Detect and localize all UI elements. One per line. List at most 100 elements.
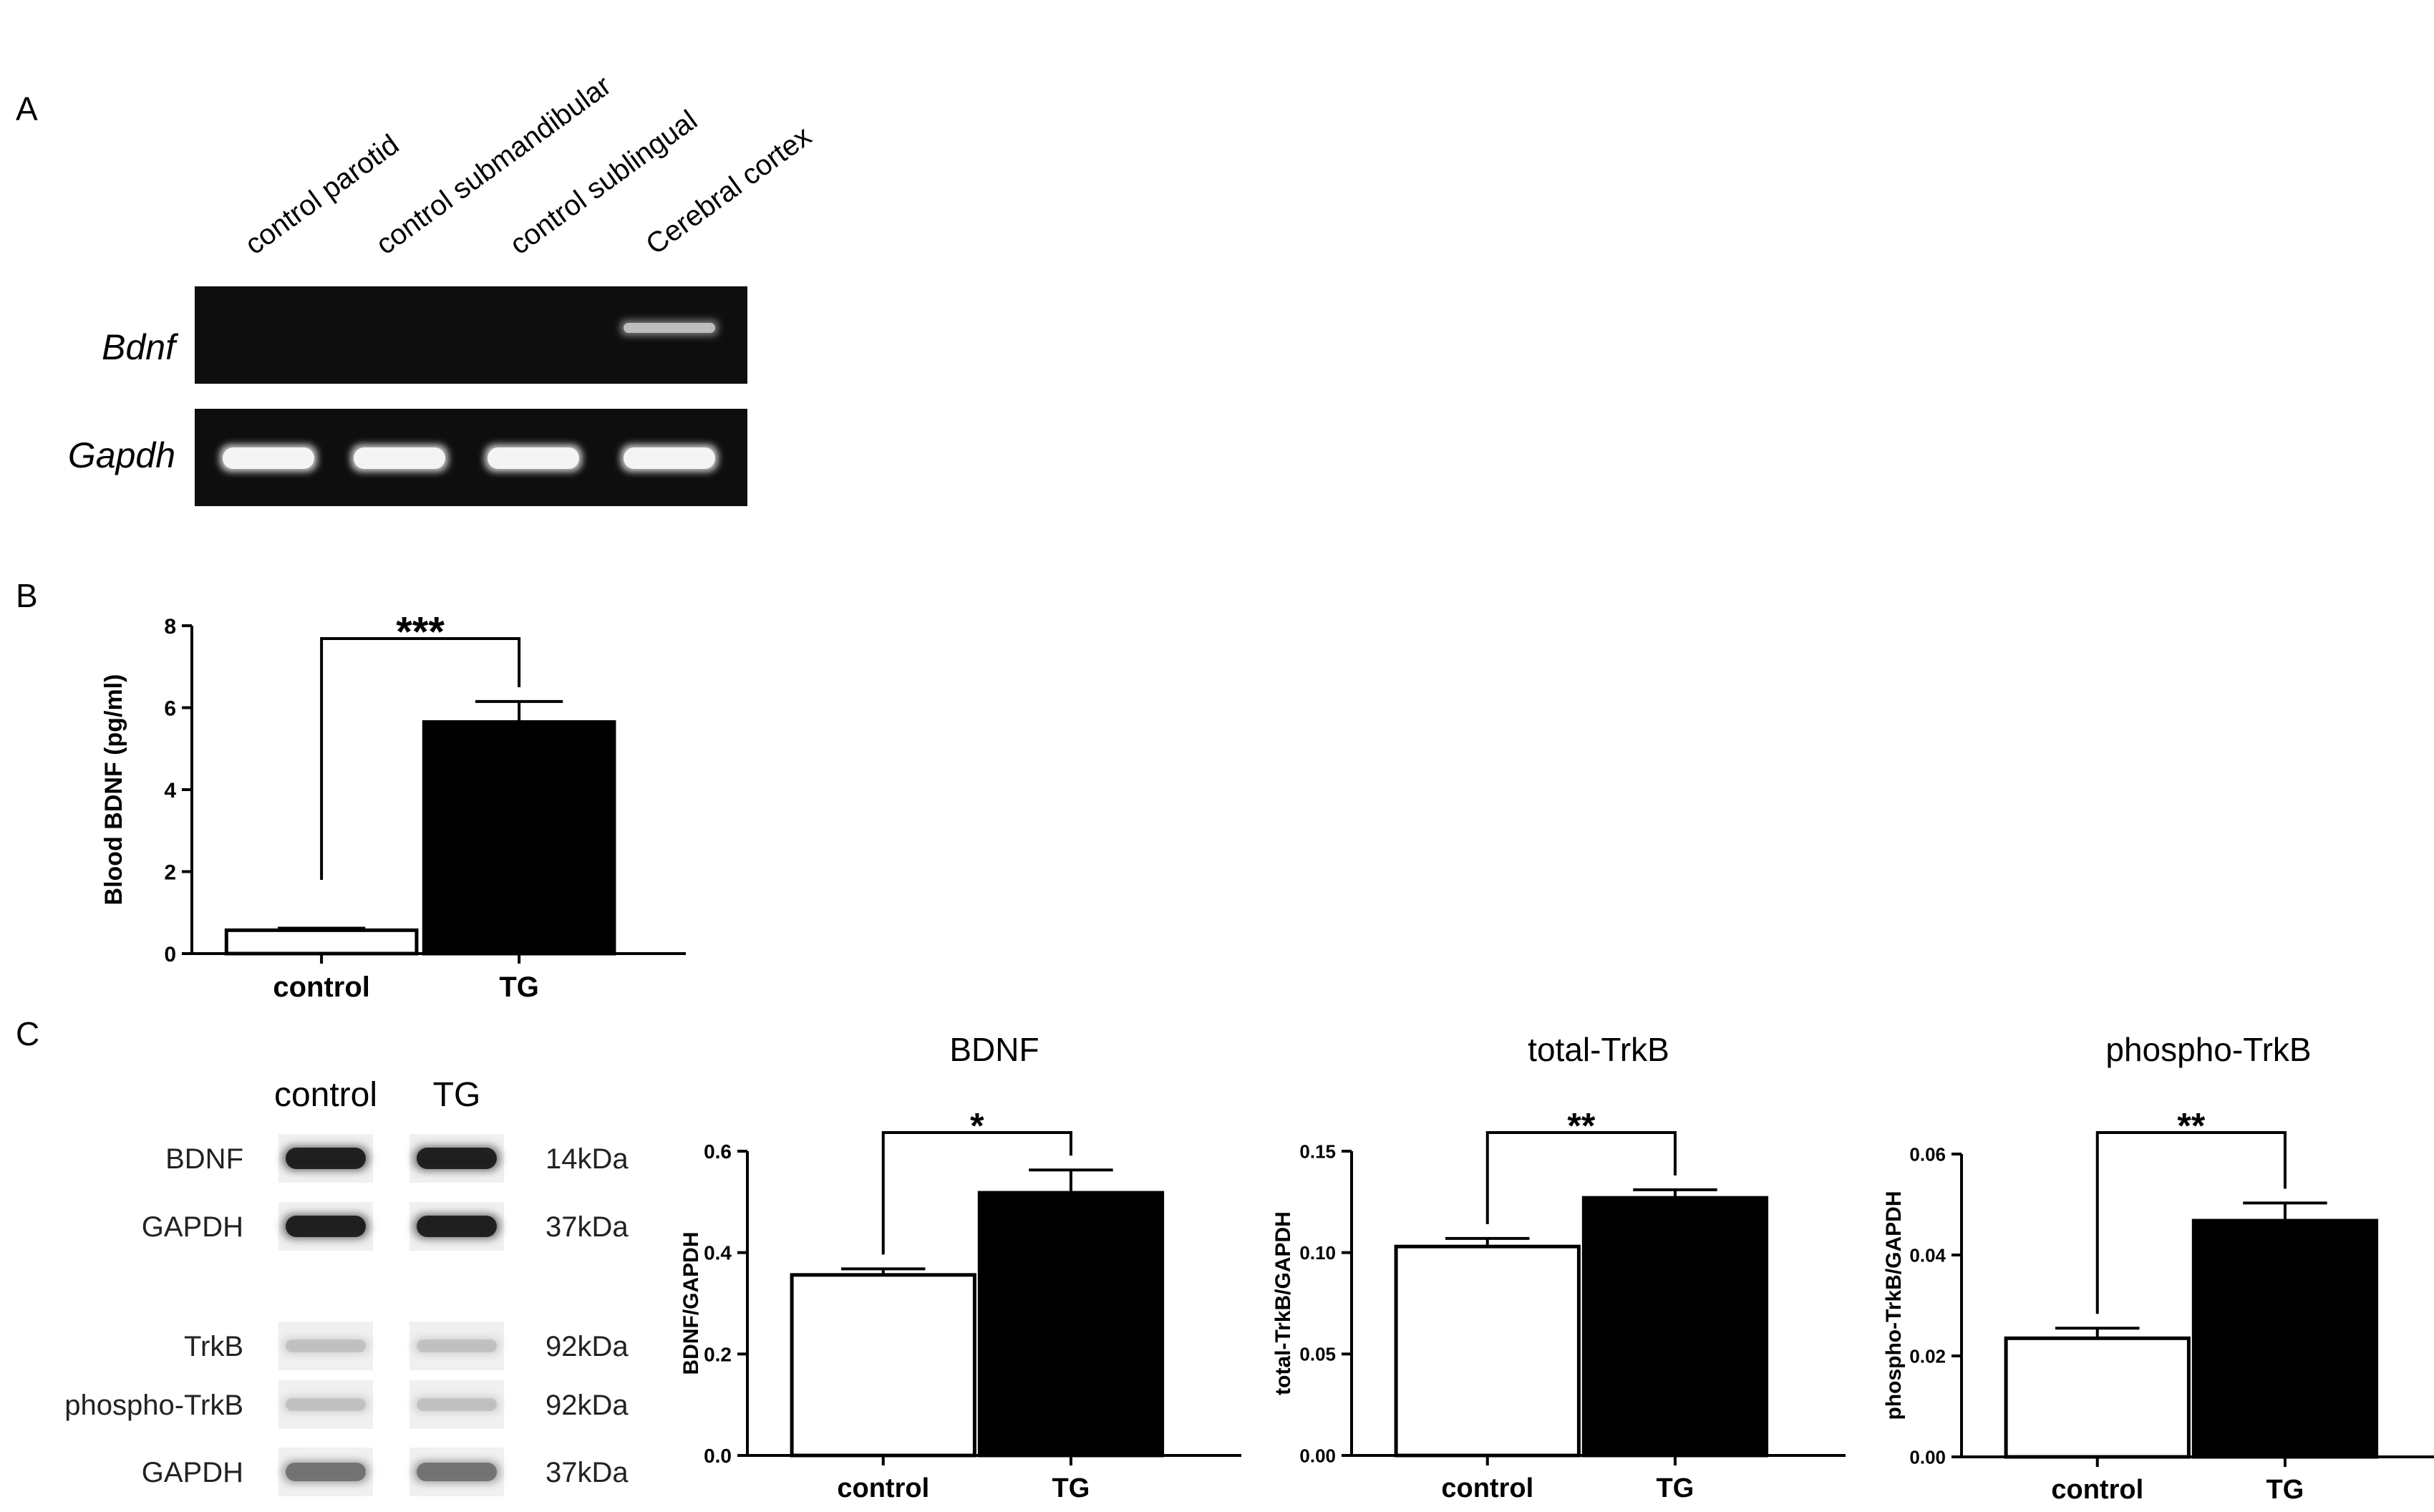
bar	[2191, 1218, 2379, 1459]
blot-protein-label: TrkB	[184, 1331, 243, 1362]
blot-band	[409, 1448, 504, 1496]
panel-c-western-blot: control TG BDNF 14kDa GAPDH 37kDa TrkB 92kDa pho…	[64, 1076, 629, 1496]
blot-band	[278, 1322, 373, 1370]
blot-protein-label: GAPDH	[142, 1211, 243, 1243]
gel-band	[220, 445, 317, 472]
blot-size-label: 14kDa	[546, 1143, 629, 1175]
panel-label-c: C	[16, 1015, 39, 1052]
y-tick-label: 0.00	[1909, 1446, 1946, 1468]
blot-protein-label: BDNF	[165, 1143, 243, 1175]
y-tick-label: 2	[164, 861, 176, 884]
significance-bracket	[881, 1131, 1072, 1255]
y-axis-label: BDNF/GAPDH	[679, 1232, 703, 1375]
blot-band	[278, 1202, 373, 1251]
y-tick-label: 0.00	[1299, 1445, 1336, 1466]
significance-stars: **	[2177, 1106, 2205, 1146]
blot-band-core	[286, 1148, 366, 1169]
y-tick-label: 0.4	[704, 1242, 732, 1264]
panel-label-b: B	[16, 577, 38, 614]
y-tick-label: 0.05	[1299, 1344, 1336, 1365]
y-tick-label: 4	[164, 779, 176, 803]
x-tick-label: control	[2051, 1475, 2143, 1505]
blot-band-core	[417, 1463, 497, 1481]
blot-band-core	[417, 1398, 497, 1411]
y-tick-label: 0.02	[1909, 1345, 1946, 1367]
gel-lane-label: control submandibular	[370, 69, 616, 261]
gel-band	[351, 445, 448, 472]
gel-band	[621, 445, 718, 472]
blot-band-core	[286, 1398, 366, 1411]
blot-band-glow	[414, 1338, 500, 1354]
x-tick-label: TG	[2266, 1475, 2304, 1505]
y-axis-label: phospho-TrkB/GAPDH	[1882, 1191, 1906, 1420]
x-tick-label: TG	[499, 971, 539, 1003]
gel-band	[621, 320, 718, 336]
blot-band-core	[417, 1339, 497, 1352]
bar	[2004, 1336, 2191, 1459]
blot-size-label: 37kDa	[546, 1457, 629, 1488]
bar-chart: phospho-TrkB 0.00 0.02 0.04 0.06 phospho-TrkB…	[1882, 1031, 2434, 1505]
blot-band	[409, 1202, 504, 1251]
blot-band-core	[417, 1216, 497, 1237]
chart-title: phospho-TrkB	[2105, 1031, 2311, 1068]
blot-band	[278, 1134, 373, 1183]
gel-gene-label: Bdnf	[102, 327, 179, 367]
blot-band-core	[286, 1463, 366, 1481]
blot-band-glow	[283, 1397, 369, 1412]
gel-gene-label: Gapdh	[68, 435, 175, 475]
x-tick-label: control	[837, 1473, 929, 1503]
blot-band-glow	[414, 1397, 500, 1412]
blot-band-glow	[283, 1338, 369, 1354]
bar-chart: total-TrkB 0.00 0.05 0.10 0.15 total-TrkB/GAP…	[1271, 1031, 1846, 1503]
bar	[977, 1191, 1165, 1458]
blot-band	[278, 1380, 373, 1429]
y-axis-label: total-TrkB/GAPDH	[1271, 1211, 1295, 1395]
significance-bracket	[2095, 1131, 2287, 1314]
bar	[1581, 1196, 1769, 1458]
significance-bracket	[320, 637, 521, 880]
bar	[422, 720, 616, 956]
y-tick-label: 0.15	[1299, 1140, 1336, 1162]
x-tick-label: control	[273, 971, 370, 1003]
x-tick-label: TG	[1052, 1473, 1090, 1503]
blot-size-label: 92kDa	[546, 1390, 629, 1421]
y-tick-label: 0.06	[1909, 1143, 1946, 1165]
blot-size-label: 92kDa	[546, 1331, 629, 1362]
blot-protein-label: phospho-TrkB	[64, 1390, 243, 1421]
y-tick-label: 0.10	[1299, 1242, 1336, 1264]
blot-band-core	[286, 1216, 366, 1237]
significance-stars: **	[1567, 1106, 1595, 1146]
y-tick-label: 8	[164, 615, 176, 639]
x-tick-label: TG	[1657, 1473, 1694, 1503]
bar-chart: 0 2 4 6 8 Blood BDNF (pg/ml) control TG ***	[100, 609, 686, 1003]
y-tick-label: 6	[164, 697, 176, 720]
gel-band-core	[624, 323, 715, 333]
significance-stars: *	[970, 1106, 984, 1146]
y-tick-label: 0	[164, 943, 176, 966]
y-tick-label: 0.6	[704, 1140, 732, 1163]
blot-band-core	[286, 1339, 366, 1352]
chart-title: total-TrkB	[1528, 1031, 1669, 1068]
gel-band-core	[354, 447, 445, 469]
significance-stars: ***	[396, 609, 445, 655]
y-tick-label: 0.0	[704, 1445, 732, 1467]
blot-band	[278, 1448, 373, 1496]
blot-band	[409, 1134, 504, 1183]
blot-band	[409, 1380, 504, 1429]
gel-band-core	[624, 447, 715, 469]
bar	[224, 928, 419, 956]
blot-size-label: 37kDa	[546, 1211, 629, 1243]
x-tick-label: control	[1441, 1473, 1533, 1503]
chart-title: BDNF	[949, 1031, 1039, 1068]
gel-band	[485, 445, 582, 472]
bar	[790, 1273, 976, 1458]
y-tick-label: 0.04	[1909, 1244, 1946, 1266]
gel-band-core	[223, 447, 314, 469]
significance-bracket	[1485, 1131, 1677, 1224]
blot-column-header: TG	[433, 1076, 481, 1114]
y-tick-label: 0.2	[704, 1343, 732, 1365]
blot-band-core	[417, 1148, 497, 1169]
